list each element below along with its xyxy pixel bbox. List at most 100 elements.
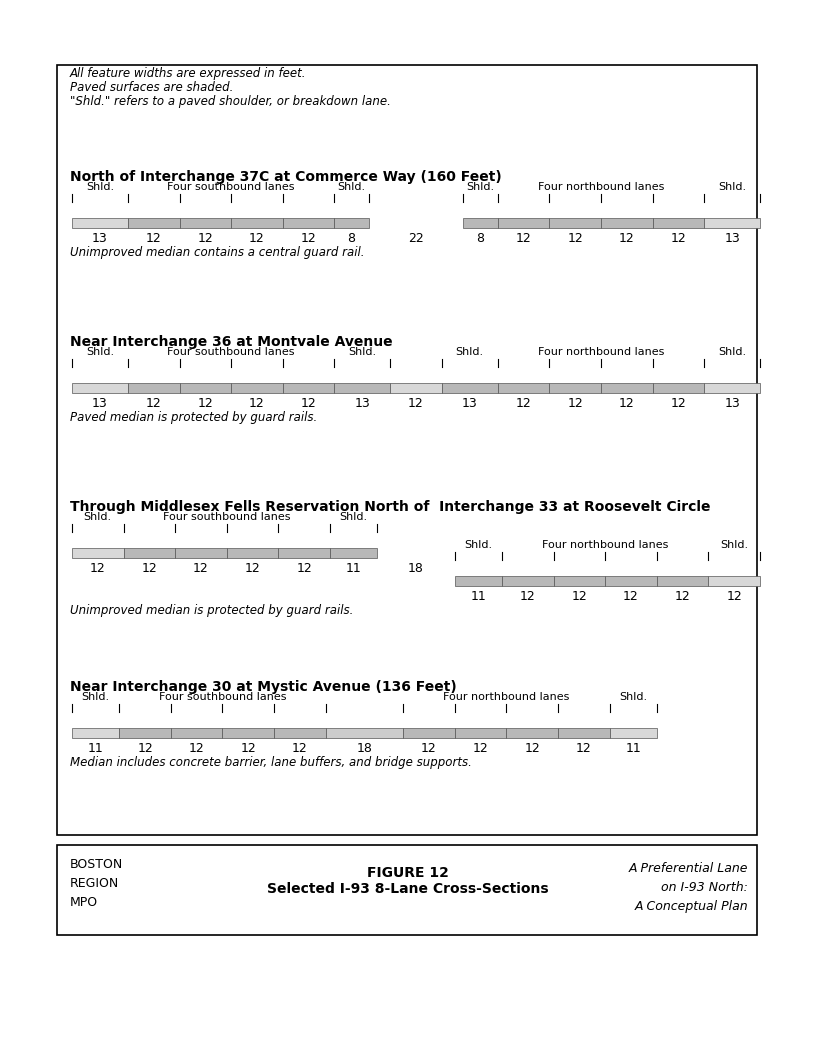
Text: 13: 13 [354,397,370,410]
Bar [123,548,175,558]
Text: A Preferential Lane
on I-93 North:
A Conceptual Plan: A Preferential Lane on I-93 North: A Con… [628,862,748,913]
Bar [335,218,369,228]
Bar [653,383,704,393]
Text: Unimproved median is protected by guard rails.: Unimproved median is protected by guard … [70,604,353,617]
Text: All feature widths are expressed in feet.: All feature widths are expressed in feet… [70,67,307,80]
Text: Shld.: Shld. [82,692,109,702]
Text: 12: 12 [726,590,742,603]
Text: 13: 13 [724,397,740,410]
Bar [72,728,119,738]
Bar [128,383,180,393]
Text: 12: 12 [571,590,588,603]
Text: Shld.: Shld. [718,182,746,192]
Text: 11: 11 [471,590,486,603]
Bar [502,576,553,586]
Text: Four northbound lanes: Four northbound lanes [538,347,664,357]
Text: Selected I-93 8-Lane Cross-Sections: Selected I-93 8-Lane Cross-Sections [267,882,549,895]
Bar [558,728,610,738]
Bar [498,218,549,228]
Bar [498,383,549,393]
Text: Shld.: Shld. [84,512,112,522]
Text: Four southbound lanes: Four southbound lanes [167,182,295,192]
Bar [282,218,335,228]
Bar [330,548,377,558]
Text: Paved surfaces are shaded.: Paved surfaces are shaded. [70,81,233,94]
Text: 12: 12 [520,590,535,603]
Bar [180,218,231,228]
Bar [549,383,601,393]
Text: 12: 12 [90,562,106,576]
Text: Four northbound lanes: Four northbound lanes [538,182,664,192]
Text: 12: 12 [675,590,690,603]
Text: 12: 12 [567,397,583,410]
Text: Four northbound lanes: Four northbound lanes [542,540,668,550]
Text: 12: 12 [516,232,531,245]
Text: 12: 12 [188,742,205,755]
Bar [128,218,180,228]
Bar [119,728,171,738]
Bar [231,218,282,228]
Text: Shld.: Shld. [339,512,368,522]
Text: 13: 13 [92,232,108,245]
Text: 12: 12 [619,232,635,245]
Bar [57,65,757,835]
Text: 13: 13 [92,397,108,410]
Text: 12: 12 [292,742,308,755]
Bar [57,845,757,935]
Bar [72,218,128,228]
Text: 12: 12 [146,397,162,410]
Bar [72,548,123,558]
Text: 12: 12 [567,232,583,245]
Bar [274,728,326,738]
Text: 18: 18 [357,742,372,755]
Text: 12: 12 [421,742,437,755]
Text: Shld.: Shld. [348,347,376,357]
Bar [171,728,223,738]
Text: 12: 12 [623,590,639,603]
Text: 12: 12 [472,742,488,755]
Bar [657,576,708,586]
Text: 12: 12 [197,232,213,245]
Text: Shld.: Shld. [619,692,647,702]
Text: FIGURE 12: FIGURE 12 [367,866,449,880]
Bar [180,383,231,393]
Bar [278,548,330,558]
Text: 12: 12 [296,562,312,576]
Bar [610,728,657,738]
Bar [175,548,227,558]
Text: 12: 12 [249,232,264,245]
Text: 12: 12 [516,397,531,410]
Text: BOSTON
REGION
MPO: BOSTON REGION MPO [70,857,123,909]
Text: Four southbound lanes: Four southbound lanes [159,692,286,702]
Bar [72,383,128,393]
Text: Shld.: Shld. [464,540,492,550]
Text: 12: 12 [141,562,157,576]
Bar [549,218,601,228]
Text: Near Interchange 30 at Mystic Avenue (136 Feet): Near Interchange 30 at Mystic Avenue (13… [70,680,457,694]
Text: 18: 18 [408,562,424,576]
Text: 12: 12 [193,562,209,576]
Text: Shld.: Shld. [86,347,114,357]
Text: Through Middlesex Fells Reservation North of  Interchange 33 at Roosevelt Circle: Through Middlesex Fells Reservation Nort… [70,499,711,514]
Text: 12: 12 [671,397,686,410]
Bar [605,576,657,586]
Text: 12: 12 [137,742,153,755]
Bar [601,383,653,393]
Bar [335,383,390,393]
Bar [653,218,704,228]
Text: 11: 11 [346,562,361,576]
Text: Four southbound lanes: Four southbound lanes [163,512,290,522]
Text: 12: 12 [197,397,213,410]
Text: Shld.: Shld. [467,182,494,192]
Bar [441,383,498,393]
Text: Shld.: Shld. [338,182,366,192]
Text: Paved median is protected by guard rails.: Paved median is protected by guard rails… [70,411,317,425]
Text: 11: 11 [625,742,641,755]
Text: Four northbound lanes: Four northbound lanes [443,692,570,702]
Text: 22: 22 [408,232,424,245]
Text: Shld.: Shld. [721,540,748,550]
Text: 12: 12 [241,742,256,755]
Text: 12: 12 [146,232,162,245]
Text: 8: 8 [477,232,485,245]
Text: 12: 12 [408,397,424,410]
